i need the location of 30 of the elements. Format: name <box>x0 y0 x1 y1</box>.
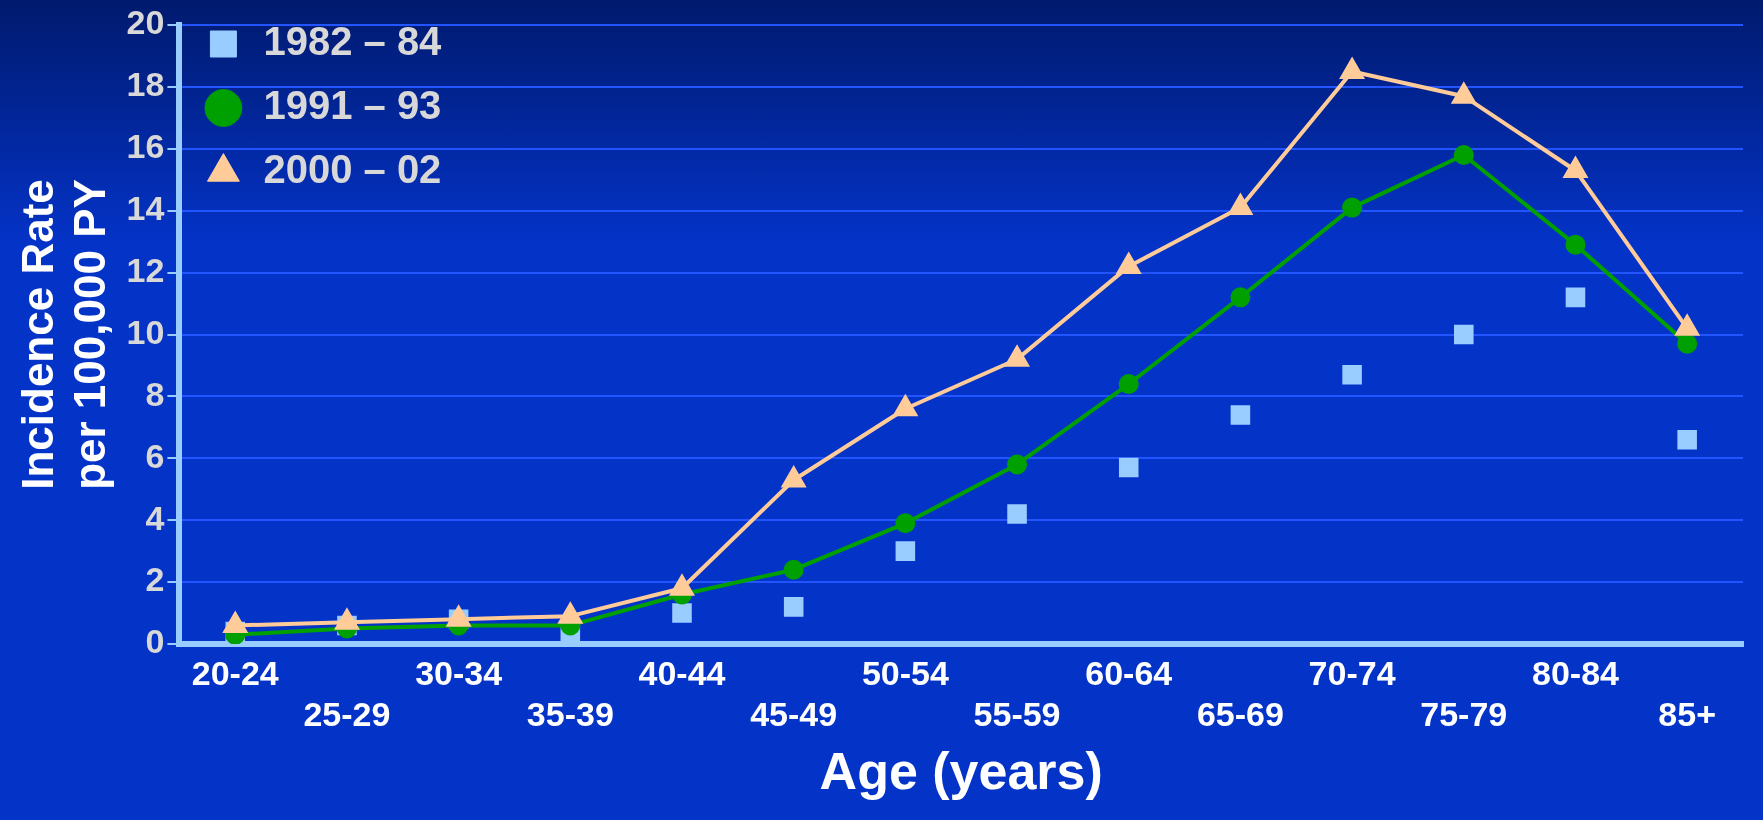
x-tick-label: 55-59 <box>973 694 1061 733</box>
x-tick-label: 35-39 <box>526 694 614 733</box>
y-tick-label: 2 <box>145 560 165 599</box>
y-tick-label: 20 <box>126 3 165 42</box>
x-tick-label: 40-44 <box>638 653 726 692</box>
y-tick-label: 6 <box>145 436 165 475</box>
y-tick-label: 12 <box>126 250 165 289</box>
x-tick-label: 85+ <box>1658 694 1716 733</box>
y-tick-label: 18 <box>126 65 165 104</box>
y-tick-label: 4 <box>145 498 165 537</box>
legend-label: 2000 – 02 <box>263 147 442 192</box>
x-tick-label: 30-34 <box>415 653 503 692</box>
x-tick-label: 50-54 <box>861 653 949 692</box>
x-tick-label: 20-24 <box>191 653 279 692</box>
x-axis-title: Age (years) <box>819 742 1103 801</box>
x-tick-label: 25-29 <box>303 694 391 733</box>
y-tick-label: 8 <box>145 374 165 413</box>
x-tick-label: 70-74 <box>1308 653 1396 692</box>
x-tick-label: 80-84 <box>1531 653 1620 692</box>
y-tick-label: 0 <box>145 622 165 661</box>
x-tick-label: 60-64 <box>1085 653 1173 692</box>
y-tick-label: 14 <box>126 189 165 228</box>
y-axis-title: Incidence Rate per 100,000 PY <box>12 179 115 490</box>
legend-label: 1982 – 84 <box>263 19 443 64</box>
legend-label: 1991 – 93 <box>263 83 442 128</box>
y-tick-label: 16 <box>126 127 165 166</box>
x-tick-label: 45-49 <box>750 694 838 733</box>
y-tick-label: 10 <box>126 312 165 351</box>
x-tick-label: 75-79 <box>1420 694 1508 733</box>
x-tick-label: 65-69 <box>1196 694 1284 733</box>
